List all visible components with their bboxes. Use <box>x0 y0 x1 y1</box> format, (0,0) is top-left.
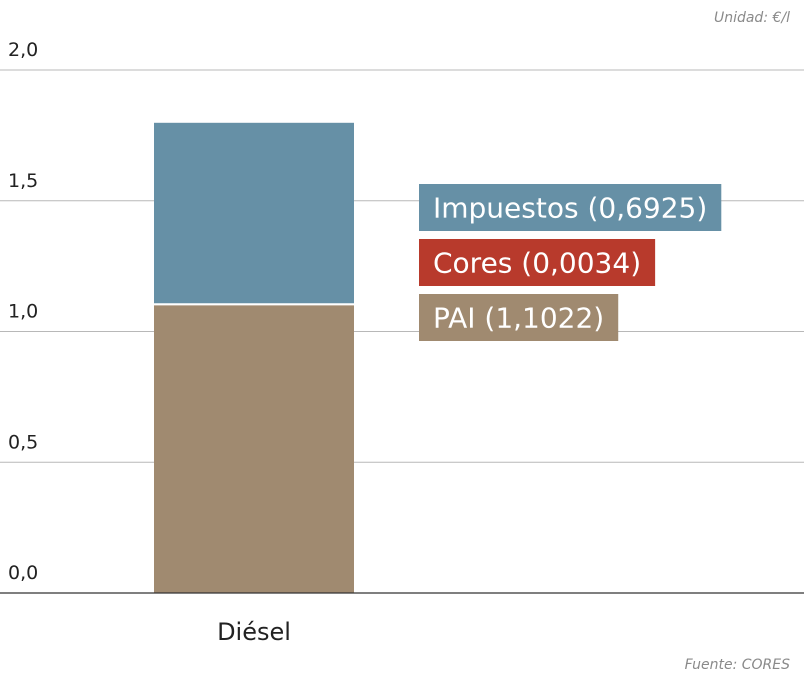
legend-box-pai <box>419 294 619 341</box>
legend-label-pai: PAI (1,1022) <box>433 302 604 335</box>
y-tick-label: 1,0 <box>8 301 38 323</box>
legend-box-impuestos <box>419 184 722 231</box>
x-category-label: Diésel <box>217 618 291 646</box>
y-tick-label: 0,5 <box>8 431 38 453</box>
legend-label-impuestos: Impuestos (0,6925) <box>433 192 707 225</box>
source-note: Fuente: CORES <box>684 657 790 673</box>
unit-note: Unidad: €/l <box>713 10 790 26</box>
legend-box-cores <box>419 239 656 286</box>
y-tick-label: 1,5 <box>8 170 38 192</box>
bar-segment-pai <box>154 304 354 593</box>
y-tick-label: 2,0 <box>8 39 38 61</box>
legend-label-cores: Cores (0,0034) <box>433 247 641 280</box>
bar-segment-impuestos <box>154 122 354 304</box>
y-tick-label: 0,0 <box>8 562 38 584</box>
